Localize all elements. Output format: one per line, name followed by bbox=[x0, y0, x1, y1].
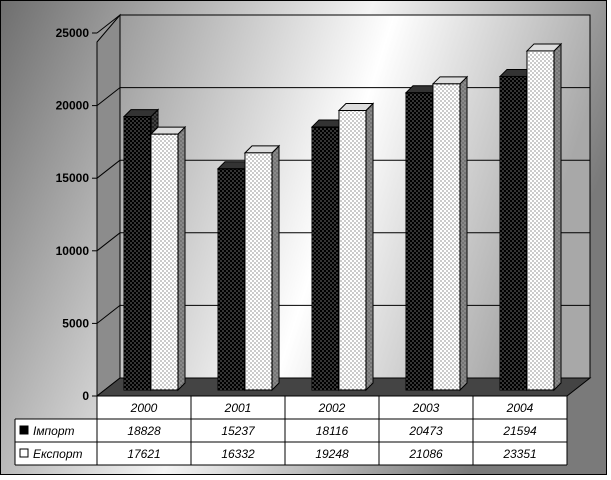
category-label: 2004 bbox=[506, 401, 534, 415]
table-bg bbox=[97, 396, 567, 465]
y-tick-label: 10000 bbox=[56, 244, 90, 258]
y-tick-label: 5000 bbox=[62, 316, 89, 330]
gridline-side bbox=[96, 305, 121, 324]
bar bbox=[311, 126, 340, 391]
data-label: 17621 bbox=[127, 447, 160, 461]
y-tick-label: 20000 bbox=[56, 99, 90, 113]
gridline-side bbox=[96, 232, 121, 252]
legend-swatch bbox=[19, 448, 29, 458]
bar bbox=[244, 152, 273, 391]
bar bbox=[526, 50, 555, 391]
bar bbox=[432, 83, 461, 391]
legend-swatch bbox=[19, 425, 29, 435]
y-tick-label: 25000 bbox=[56, 26, 90, 40]
category-label: 2002 bbox=[318, 401, 346, 415]
data-label: 19248 bbox=[315, 447, 349, 461]
y-tick-label: 0 bbox=[82, 389, 89, 403]
data-label: 23351 bbox=[502, 447, 536, 461]
legend-label: Експорт bbox=[33, 447, 82, 461]
category-label: 2003 bbox=[412, 401, 440, 415]
data-label: 16332 bbox=[221, 447, 255, 461]
data-label: 18828 bbox=[127, 424, 161, 438]
category-label: 2001 bbox=[224, 401, 252, 415]
bar-side bbox=[271, 144, 280, 392]
bars bbox=[122, 42, 563, 392]
bar bbox=[150, 133, 179, 391]
bar bbox=[123, 116, 152, 391]
bar-side bbox=[365, 102, 374, 392]
side-wall bbox=[96, 13, 121, 398]
category-label: 2000 bbox=[130, 401, 158, 415]
data-label: 18116 bbox=[316, 424, 349, 438]
legend-label: Імпорт bbox=[33, 424, 75, 438]
data-label: 15237 bbox=[221, 424, 256, 438]
gridline-side bbox=[96, 14, 121, 34]
bar bbox=[405, 92, 434, 391]
bar-side bbox=[177, 125, 186, 392]
data-label: 21594 bbox=[502, 424, 537, 438]
gridline-side bbox=[96, 87, 121, 106]
bar bbox=[338, 110, 367, 391]
bar-side bbox=[459, 75, 468, 392]
data-table: 2000 2001 2002 2003 2004 Імпорт 18828 15237 1811… bbox=[14, 395, 568, 466]
bar-side bbox=[553, 42, 562, 392]
y-axis: 0 5000 10000 15000 20000 25000 bbox=[56, 26, 97, 403]
data-label: 21086 bbox=[408, 447, 443, 461]
data-label: 20473 bbox=[408, 424, 443, 438]
bar bbox=[217, 168, 246, 391]
bar bbox=[499, 75, 528, 391]
gridline-side bbox=[96, 159, 121, 179]
y-tick-label: 15000 bbox=[56, 171, 90, 185]
